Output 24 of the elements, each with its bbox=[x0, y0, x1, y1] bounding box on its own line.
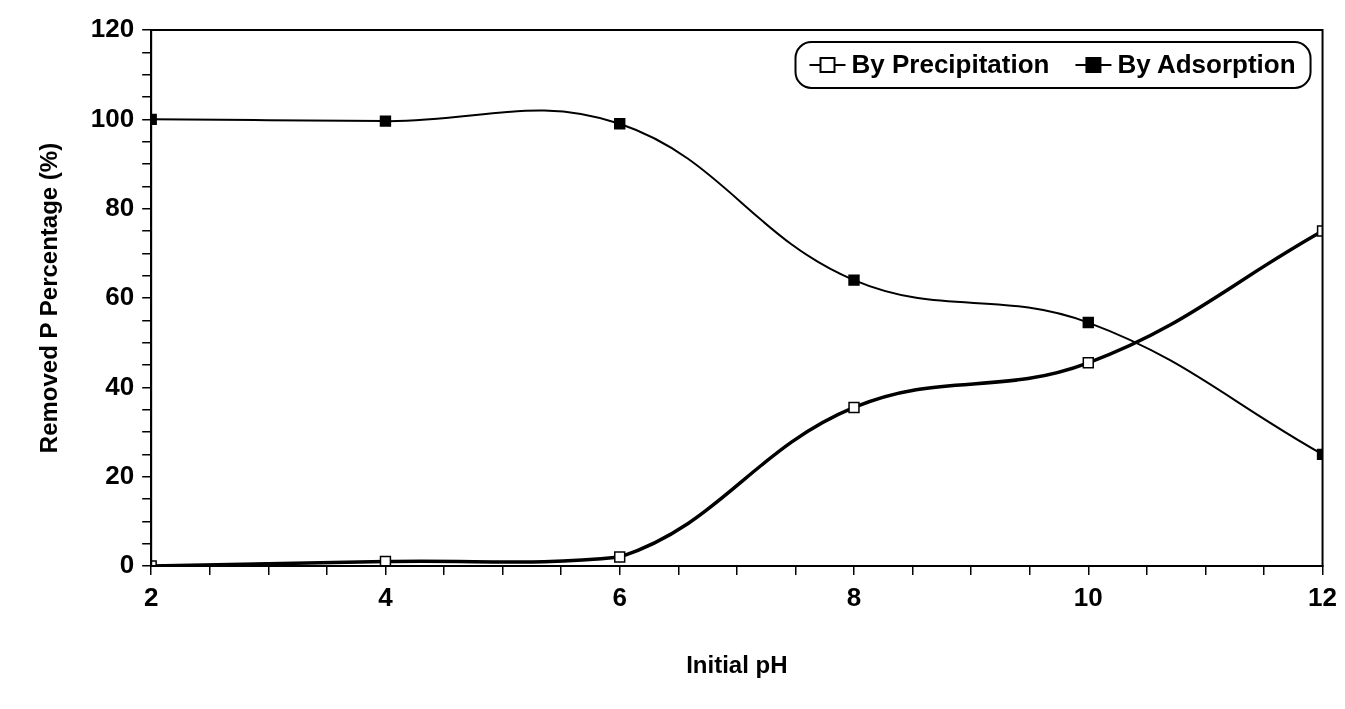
y-tick-label: 80 bbox=[105, 191, 135, 222]
y-tick-label: 20 bbox=[105, 459, 135, 490]
y-tick-label: 60 bbox=[105, 281, 135, 312]
x-tick-label: 2 bbox=[143, 581, 159, 612]
point bbox=[614, 551, 626, 563]
legend-label: By Precipitation bbox=[851, 49, 1050, 80]
x-tick-label: 12 bbox=[1308, 581, 1337, 612]
point bbox=[1082, 357, 1094, 369]
x-tick-label: 4 bbox=[378, 581, 394, 612]
point bbox=[848, 274, 860, 286]
point bbox=[848, 401, 860, 414]
x-tick-label: 6 bbox=[612, 581, 627, 612]
point bbox=[1082, 316, 1094, 329]
point bbox=[614, 118, 626, 130]
x-tick-label: 8 bbox=[846, 581, 862, 612]
x-tick-label: 10 bbox=[1073, 581, 1103, 612]
y-tick-label: 40 bbox=[105, 370, 135, 401]
y-axis-title: Removed P Percentage (%) bbox=[35, 142, 63, 454]
y-tick-label: 0 bbox=[119, 549, 135, 580]
y-tick-label: 120 bbox=[90, 13, 135, 44]
y-tick-label: 100 bbox=[90, 102, 135, 133]
x-axis-title: Initial pH bbox=[686, 651, 788, 679]
point bbox=[379, 115, 392, 127]
legend-label: By Adsorption bbox=[1117, 49, 1296, 80]
